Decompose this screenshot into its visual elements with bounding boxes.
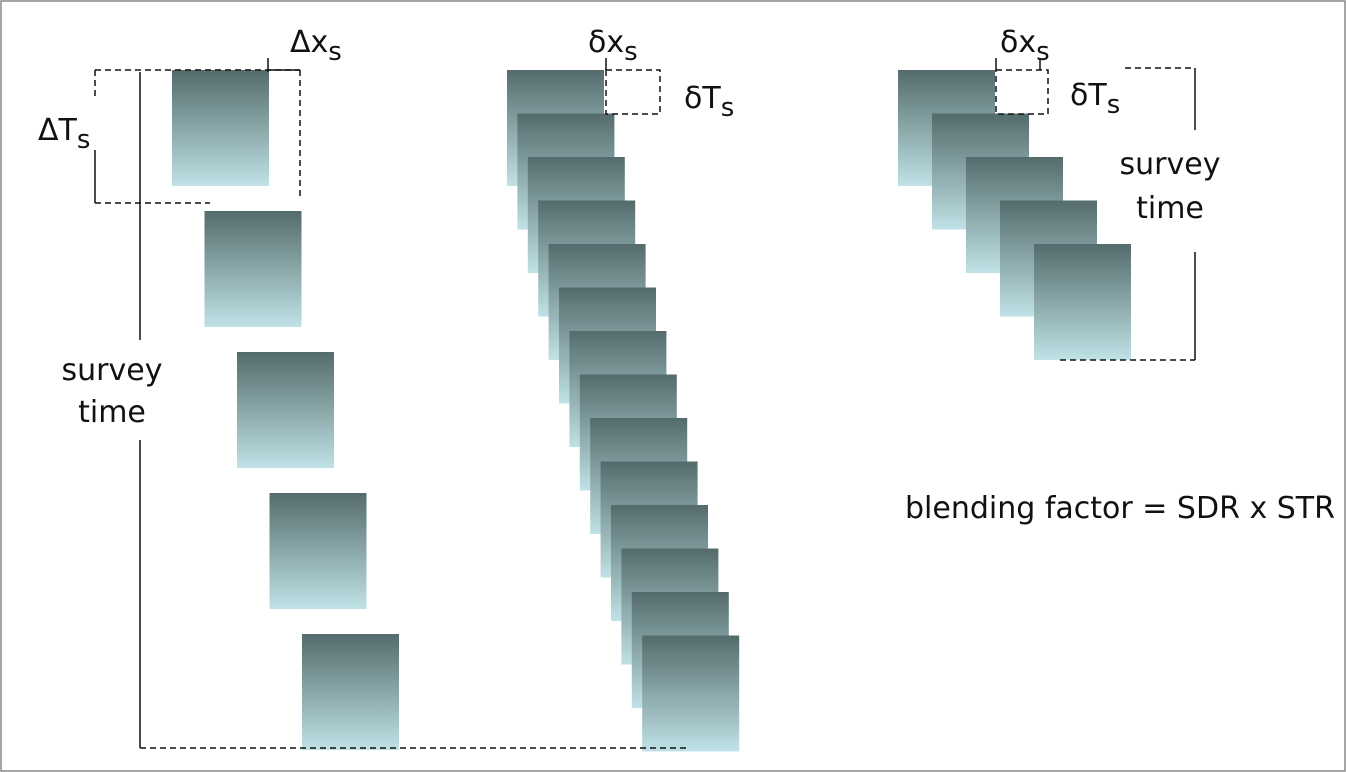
- right-survey-label: survey: [1120, 147, 1221, 182]
- conventional-shot-3: [237, 352, 334, 468]
- mid-dT-box: [605, 69, 661, 115]
- conventional-shot-2: [204, 211, 302, 327]
- left-survey-label: survey: [62, 353, 163, 388]
- right-dx-label: δxs: [1000, 25, 1050, 67]
- conventional-shots-group: [172, 70, 399, 750]
- right-time-label: time: [1136, 191, 1204, 226]
- left-dx-label: Δxs: [290, 25, 342, 67]
- right-annotations: [995, 58, 1196, 361]
- left-time-label: time: [78, 395, 146, 430]
- left-dT-label: ΔTs: [38, 113, 90, 155]
- mid-dT-label: δTs: [684, 81, 734, 123]
- dense-blended-shot-14: [642, 635, 740, 752]
- right-dT-box: [995, 69, 1049, 115]
- dense-blended-shots-group: [507, 70, 740, 752]
- right-dT-label: δTs: [1070, 78, 1120, 120]
- mid-dx-label: δxs: [588, 25, 638, 67]
- conventional-shot-5: [302, 634, 399, 750]
- left-annotations: [94, 58, 690, 749]
- conventional-shot-4: [269, 493, 367, 609]
- blending-formula: blending factor = SDR x STR: [905, 491, 1335, 526]
- subset-blended-shot-5: [1034, 244, 1131, 360]
- conventional-shot-1: [172, 70, 269, 186]
- middle-annotations: [605, 58, 661, 115]
- subset-blended-shots-group: [898, 70, 1131, 360]
